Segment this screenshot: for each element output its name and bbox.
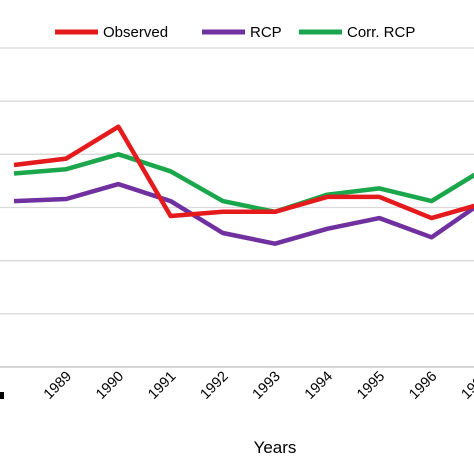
x-tick-label: 1995 xyxy=(354,369,388,403)
x-tick-label: 1994 xyxy=(302,369,336,403)
x-tick-label: 1989 xyxy=(41,369,75,403)
x-tick-label: 1992 xyxy=(197,369,231,403)
x-tick-label-clipped xyxy=(0,392,4,399)
x-axis-title: Years xyxy=(254,438,297,457)
series-line-observed xyxy=(13,124,474,221)
x-tick-label: 1990 xyxy=(93,369,127,403)
legend-label-observed: Observed xyxy=(103,24,168,41)
legend: Observed RCP Corr. RCP xyxy=(55,24,415,41)
gridlines xyxy=(0,47,474,315)
series-lines xyxy=(13,124,474,246)
series-line-rcp xyxy=(13,181,474,246)
x-tick-labels: 1989199019911992199319941995199619971998… xyxy=(0,369,474,403)
series-line-corr-rcp xyxy=(13,152,474,215)
legend-label-rcp: RCP xyxy=(250,24,282,41)
legend-label-corr-rcp: Corr. RCP xyxy=(347,24,415,41)
x-tick-label: 1993 xyxy=(250,369,284,403)
x-tick-label: 1997 xyxy=(458,369,474,403)
x-tick-label: 1991 xyxy=(145,369,179,403)
x-tick-label: 1996 xyxy=(406,369,440,403)
